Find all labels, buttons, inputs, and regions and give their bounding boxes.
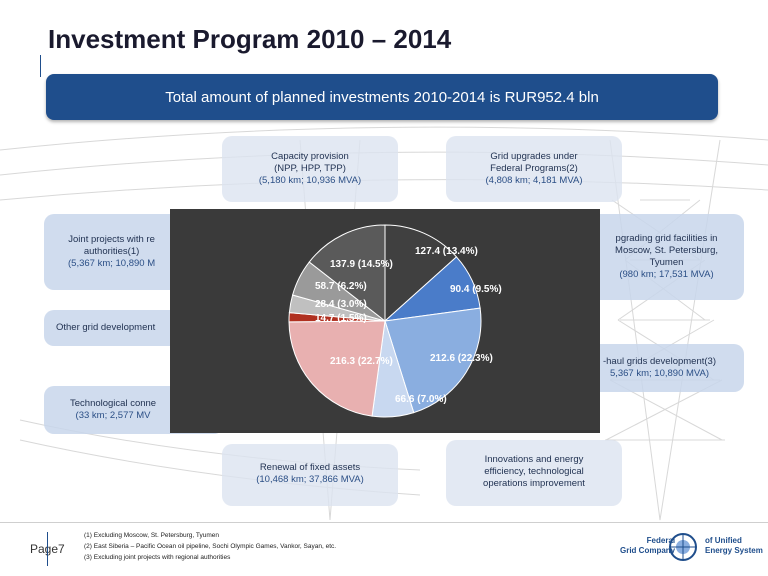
pie-label-1: 90.4 (9.5%) bbox=[450, 284, 502, 295]
footer-divider bbox=[0, 522, 768, 523]
pie-label-2: 212.6 (22.3%) bbox=[430, 353, 493, 364]
longhaul-line1: -haul grids development(3) bbox=[602, 356, 716, 367]
pie-slice-8 bbox=[308, 224, 386, 323]
pie-label-8: 137.9 (14.5%) bbox=[330, 259, 393, 270]
pie-label-7: 58.7 (6.2%) bbox=[315, 281, 367, 292]
longhaul-line2: 5,367 km; 10,890 MVA) bbox=[609, 368, 710, 379]
pie-label-0: 127.4 (13.4%) bbox=[415, 246, 478, 257]
footnote-2: (2) East Siberia – Pacific Ocean oil pip… bbox=[84, 543, 337, 550]
capacity-line3: (5,180 km; 10,936 MVA) bbox=[258, 175, 362, 186]
joint-line1: Joint projects with re bbox=[68, 234, 155, 245]
logo1-line1: Federal bbox=[646, 536, 676, 545]
pie-label-4: 216.3 (22.7%) bbox=[330, 356, 393, 367]
logo2-line1: of Unified bbox=[705, 536, 742, 545]
pie-slice-4 bbox=[288, 320, 386, 417]
page-label: Page bbox=[30, 542, 59, 556]
logo2-line2: Energy System bbox=[705, 546, 763, 555]
pie-label-3: 66.6 (7.0%) bbox=[395, 394, 447, 405]
renewal-line2: (10,468 km; 37,866 MVA) bbox=[256, 474, 364, 485]
innovations-line3: operations improvement bbox=[483, 478, 585, 489]
grid-upgrades-line2: Federal Programs(2) bbox=[490, 163, 578, 174]
footnotes: (1) Excluding Moscow, St. Petersburg, Ty… bbox=[84, 530, 336, 563]
capacity-provision-box: Capacity provision (NPP, HPP, TPP) (5,18… bbox=[222, 136, 398, 202]
summary-banner: Total amount of planned investments 2010… bbox=[46, 74, 718, 120]
pie-slice-2 bbox=[384, 307, 482, 414]
investment-pie-chart: 127.4 (13.4%) 90.4 (9.5%) 212.6 (22.3%) 66.… bbox=[288, 224, 502, 418]
renewal-line1: Renewal of fixed assets bbox=[259, 462, 361, 473]
other-line1: Other grid development bbox=[56, 322, 156, 333]
federal-grid-company-logo: Federal Grid Company bbox=[620, 536, 675, 556]
innovations-line2: efficiency, technological bbox=[484, 466, 584, 477]
innovations-line1: Innovations and energy bbox=[484, 454, 584, 465]
renewal-box: Renewal of fixed assets (10,468 km; 37,8… bbox=[222, 444, 398, 506]
tech-line2: (33 km; 2,577 MV bbox=[75, 410, 151, 421]
pie-label-6: 28.4 (3.0%) bbox=[315, 299, 367, 310]
upgrading-line4: (980 km; 17,531 MVA) bbox=[619, 269, 714, 280]
page-number: 7 bbox=[58, 542, 65, 556]
joint-line2: authorities(1) bbox=[83, 246, 140, 257]
company-emblem-icon bbox=[669, 533, 697, 561]
page-title: Investment Program 2010 – 2014 bbox=[48, 24, 452, 54]
grid-upgrades-box: Grid upgrades under Federal Programs(2) … bbox=[446, 136, 622, 202]
page-separator bbox=[47, 532, 48, 566]
upgrading-line2: Moscow, St. Petersburg, bbox=[615, 245, 718, 256]
tech-line1: Technological conne bbox=[70, 398, 157, 409]
grid-upgrades-line1: Grid upgrades under bbox=[490, 151, 578, 162]
joint-line3: (5,367 km; 10,890 M bbox=[68, 258, 156, 269]
capacity-line1: Capacity provision bbox=[271, 151, 349, 162]
logo1-line2: Grid Company bbox=[620, 546, 676, 555]
footnote-3: (3) Excluding joint projects with region… bbox=[84, 554, 231, 561]
grid-upgrades-line3: (4,808 km; 4,181 MVA) bbox=[485, 175, 583, 186]
innovations-box: Innovations and energy efficiency, techn… bbox=[446, 440, 622, 506]
unified-energy-system-logo: of Unified Energy System bbox=[705, 536, 763, 556]
chart-panel: 127.4 (13.4%) 90.4 (9.5%) 212.6 (22.3%) 66.… bbox=[170, 209, 600, 433]
pie-slice-0 bbox=[384, 224, 458, 323]
upgrading-line3: Tyumen bbox=[649, 257, 684, 268]
title-accent-line bbox=[40, 55, 41, 77]
pie-label-5: 14.7 (1.5%) bbox=[315, 313, 367, 324]
capacity-line2: (NPP, HPP, TPP) bbox=[274, 163, 346, 174]
footnote-1: (1) Excluding Moscow, St. Petersburg, Ty… bbox=[84, 532, 219, 539]
upgrading-line1: pgrading grid facilities in bbox=[615, 233, 718, 244]
